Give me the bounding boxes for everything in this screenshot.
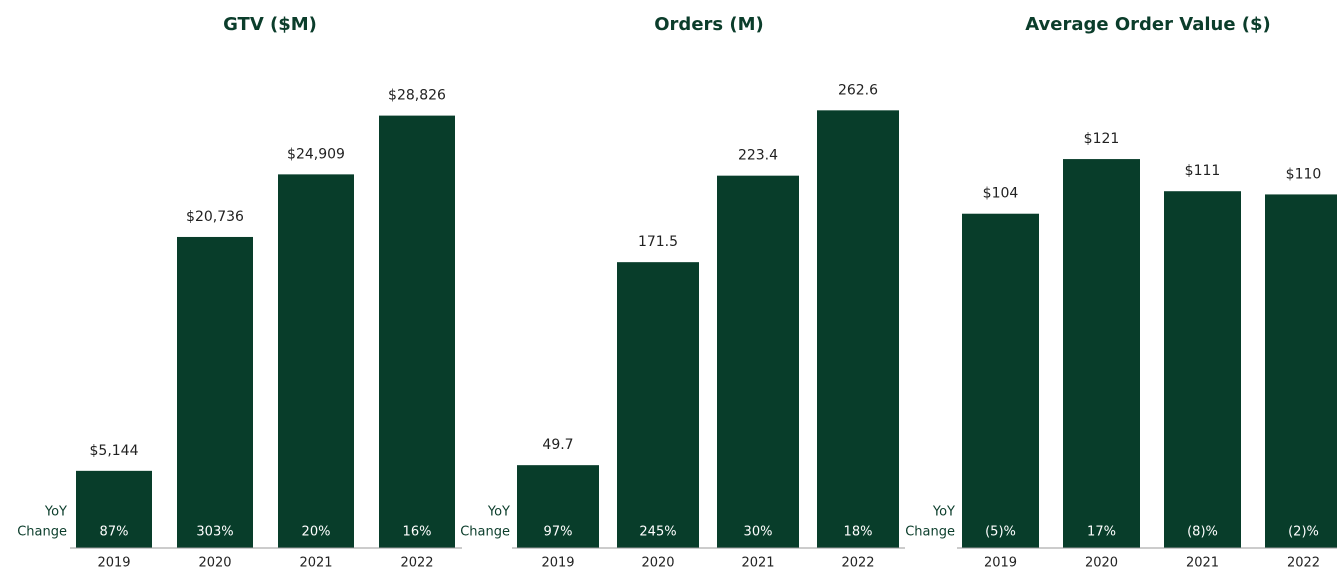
x-tick-label: 2019: [984, 556, 1017, 571]
yoy-change: 16%: [403, 525, 432, 540]
bar: [177, 236, 253, 548]
value-label: $110: [1286, 166, 1322, 182]
value-label: 223.4: [738, 148, 778, 164]
yoy-label: YoY: [932, 505, 955, 520]
chart-title: GTV ($M): [223, 14, 317, 35]
x-tick-label: 2020: [641, 556, 674, 571]
yoy-change: 97%: [544, 525, 573, 540]
yoy-label: Change: [905, 525, 955, 540]
value-label: 171.5: [638, 234, 678, 250]
x-tick-label: 2022: [400, 556, 433, 571]
value-label: $24,909: [287, 146, 345, 162]
yoy-label: Change: [17, 525, 67, 540]
value-label: $28,826: [388, 88, 446, 104]
yoy-label: Change: [460, 525, 510, 540]
bar: [817, 110, 899, 548]
x-tick-label: 2022: [1287, 556, 1320, 571]
x-tick-label: 2020: [1085, 556, 1118, 571]
bar: [517, 465, 599, 548]
yoy-label: YoY: [44, 505, 67, 520]
value-label: 262.6: [838, 82, 878, 98]
x-tick-label: 2019: [541, 556, 574, 571]
bar: [962, 213, 1039, 548]
chart-title: Orders (M): [654, 14, 764, 35]
chart-title: Average Order Value ($): [1025, 14, 1271, 35]
value-label: $121: [1084, 131, 1120, 147]
value-label: $104: [983, 186, 1019, 202]
yoy-change: 20%: [302, 525, 331, 540]
bar: [617, 262, 699, 548]
yoy-change: 245%: [639, 525, 676, 540]
bar: [1164, 191, 1241, 548]
yoy-label: YoY: [487, 505, 510, 520]
bar: [278, 174, 354, 549]
x-tick-label: 2021: [1186, 556, 1219, 571]
x-tick-label: 2019: [97, 556, 130, 571]
bar: [717, 175, 799, 548]
value-label: $5,144: [90, 443, 139, 459]
yoy-change: (5)%: [985, 525, 1016, 540]
bar: [379, 115, 455, 549]
bar: [1063, 159, 1140, 549]
yoy-change: 17%: [1087, 525, 1116, 540]
yoy-change: 303%: [196, 525, 233, 540]
yoy-change: 87%: [100, 525, 129, 540]
value-label: 49.7: [542, 437, 573, 453]
x-tick-label: 2021: [741, 556, 774, 571]
x-tick-label: 2022: [841, 556, 874, 571]
value-label: $20,736: [186, 209, 244, 225]
x-tick-label: 2021: [299, 556, 332, 571]
yoy-change: 30%: [744, 525, 773, 540]
yoy-change: 18%: [844, 525, 873, 540]
bar: [76, 470, 152, 548]
value-label: $111: [1185, 163, 1221, 179]
yoy-change: (2)%: [1288, 525, 1319, 540]
bar: [1265, 194, 1337, 548]
x-tick-label: 2020: [198, 556, 231, 571]
yoy-change: (8)%: [1187, 525, 1218, 540]
